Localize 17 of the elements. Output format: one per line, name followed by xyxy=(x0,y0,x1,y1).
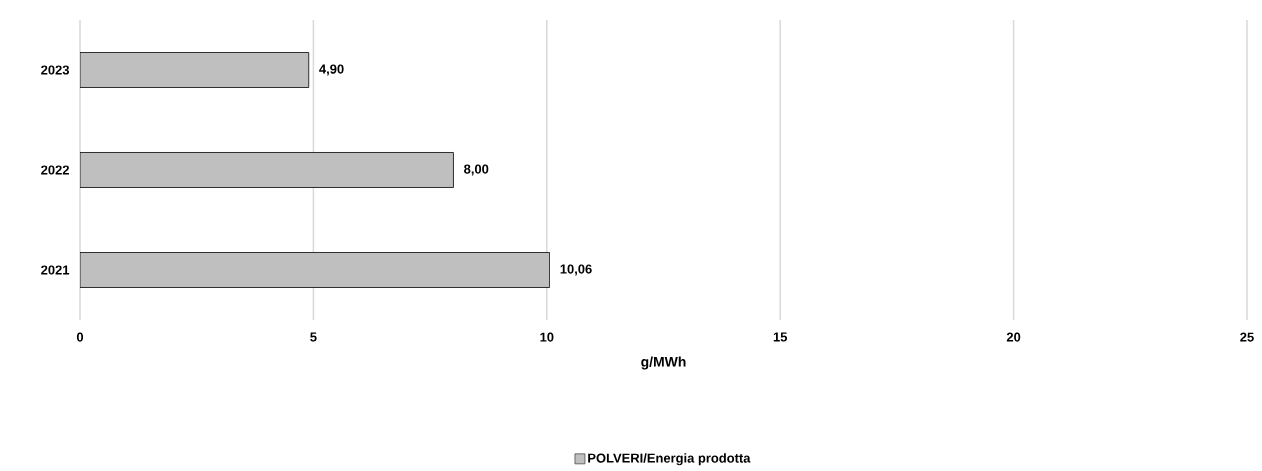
x-tick-label: 15 xyxy=(773,332,788,342)
data-label: 10,06 xyxy=(560,264,592,276)
bar xyxy=(80,52,310,88)
y-tick-label: 2022 xyxy=(41,165,69,175)
x-tick-label: 25 xyxy=(1240,332,1254,342)
data-label: 4,90 xyxy=(319,64,344,76)
x-tick-label: 5 xyxy=(310,332,317,342)
x-axis-title: g/MWh xyxy=(641,356,686,370)
bar xyxy=(80,252,550,288)
x-tick-label: 10 xyxy=(540,332,554,342)
x-tick-label: 20 xyxy=(1006,332,1021,342)
bar xyxy=(80,152,454,188)
y-tick-label: 2021 xyxy=(41,265,70,275)
legend-label: POLVERI/Energia prodotta xyxy=(588,453,751,466)
y-tick-label: 2023 xyxy=(41,65,70,75)
x-tick-label: 0 xyxy=(76,332,84,342)
data-label: 8,00 xyxy=(464,164,489,176)
